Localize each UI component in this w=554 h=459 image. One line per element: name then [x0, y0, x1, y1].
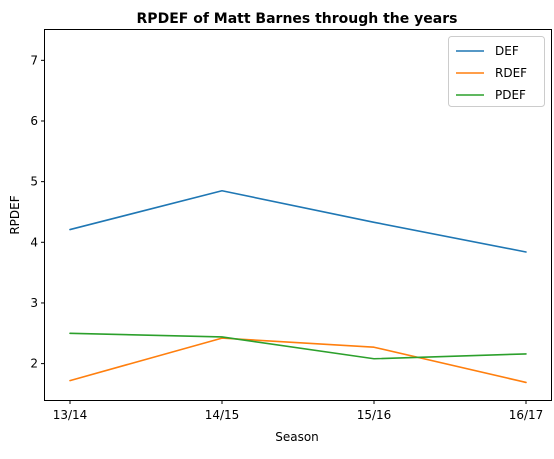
x-axis-label: Season: [275, 430, 319, 444]
x-axis: 13/14 14/15 15/16 16/17: [53, 400, 544, 422]
legend-label-def: DEF: [495, 44, 519, 58]
y-axis: 2 3 4 5 6 7: [30, 53, 45, 371]
y-tick-label: 2: [30, 357, 38, 371]
y-tick-label: 3: [30, 296, 38, 310]
chart-title: RPDEF of Matt Barnes through the years: [137, 11, 458, 27]
x-tick-label: 13/14: [53, 408, 88, 422]
legend-box: [448, 36, 545, 107]
y-tick-label: 5: [30, 175, 38, 189]
legend-label-pdef: PDEF: [495, 88, 526, 102]
y-tick-label: 7: [30, 53, 38, 67]
y-axis-label: RPDEF: [8, 195, 22, 234]
y-tick-label: 6: [30, 114, 38, 128]
series-line-rdef: [69, 337, 527, 384]
series-line-def: [69, 189, 527, 253]
legend: DEF RDEF PDEF: [448, 36, 545, 107]
series-layer: [69, 189, 527, 384]
y-tick-label: 4: [30, 235, 38, 249]
series-line-pdef: [69, 332, 527, 360]
x-tick-label: 16/17: [509, 408, 544, 422]
x-tick-label: 14/15: [205, 408, 240, 422]
plot-frame: [44, 29, 552, 401]
x-tick-label: 15/16: [357, 408, 392, 422]
legend-label-rdef: RDEF: [495, 66, 527, 80]
